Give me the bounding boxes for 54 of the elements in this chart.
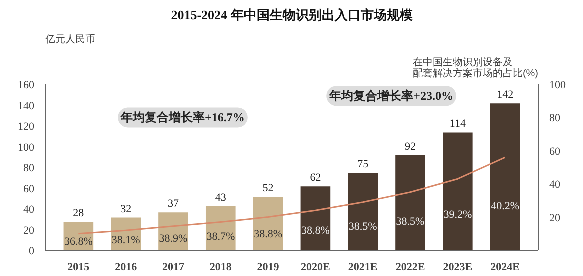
y2-tick-label: 40 bbox=[550, 179, 561, 192]
data-label: 43 bbox=[215, 192, 227, 204]
data-label: 114 bbox=[450, 118, 466, 130]
annotation: 38.1% bbox=[112, 234, 140, 247]
y2-tick-label: 60 bbox=[550, 146, 561, 158]
y-tick-label: 0 bbox=[29, 246, 35, 258]
y-tick-label: 20 bbox=[24, 224, 35, 237]
data-label: 142 bbox=[497, 89, 514, 102]
annotation: 38.9% bbox=[159, 232, 188, 245]
x-tick-label: 2018 bbox=[210, 262, 232, 274]
y2-tick-label: 80 bbox=[550, 112, 561, 125]
data-label: 28 bbox=[73, 207, 85, 220]
x-tick-label: 2022E bbox=[396, 262, 426, 274]
x-tick-label: 2021E bbox=[348, 262, 378, 274]
x-tick-label: 2023E bbox=[443, 262, 473, 274]
chart-title: 2015-2024 年中国生物识别出入口市场规模 bbox=[171, 8, 413, 22]
annotation: 38.8% bbox=[301, 225, 330, 238]
annotation: 年均复合增长率+16.7% bbox=[120, 110, 245, 125]
annotation: 36.8% bbox=[64, 236, 93, 248]
y-tick-label: 60 bbox=[24, 183, 35, 196]
y-tick-label: 80 bbox=[24, 162, 35, 174]
x-tick-label: 2015 bbox=[68, 262, 90, 274]
y-tick-label: 40 bbox=[24, 204, 35, 216]
y-tick-label: 100 bbox=[18, 142, 35, 154]
x-tick-label: 2016 bbox=[115, 262, 138, 274]
data-label: 75 bbox=[358, 158, 370, 171]
bar bbox=[489, 102, 522, 250]
data-label: 52 bbox=[262, 182, 274, 195]
data-label: 62 bbox=[310, 172, 322, 184]
bar bbox=[442, 132, 474, 250]
annotation: 38.5% bbox=[396, 216, 425, 228]
annotation: 38.5% bbox=[348, 221, 378, 234]
bar bbox=[347, 172, 380, 250]
y-tick-label: 160 bbox=[18, 80, 35, 92]
y-axis-title: 亿元人民币 bbox=[44, 34, 96, 46]
x-tick-label: 2024E bbox=[490, 262, 520, 274]
annotation: 39.2% bbox=[444, 209, 472, 222]
x-tick-label: 2017 bbox=[162, 262, 185, 274]
data-label: 37 bbox=[168, 198, 180, 210]
annotation: 年均复合增长率+23.0% bbox=[328, 89, 454, 104]
x-tick-label: 2020E bbox=[301, 262, 330, 274]
data-label: 92 bbox=[405, 141, 416, 154]
data-label: 32 bbox=[120, 203, 132, 216]
y-tick-label: 120 bbox=[18, 121, 35, 133]
y2-tick-label: 100 bbox=[550, 80, 566, 92]
annotation: 38.7% bbox=[206, 231, 236, 244]
y2-axis-title: 在中国生物识别设备及配套解决方案市场的占比(%) bbox=[412, 56, 539, 80]
bar bbox=[300, 186, 332, 250]
x-tick-label: 2019 bbox=[257, 262, 280, 274]
annotation: 38.8% bbox=[254, 228, 283, 240]
y2-tick-label: 20 bbox=[550, 212, 561, 224]
annotation: 40.2% bbox=[491, 200, 520, 212]
y-tick-label: 140 bbox=[18, 100, 35, 112]
bar bbox=[394, 154, 426, 250]
